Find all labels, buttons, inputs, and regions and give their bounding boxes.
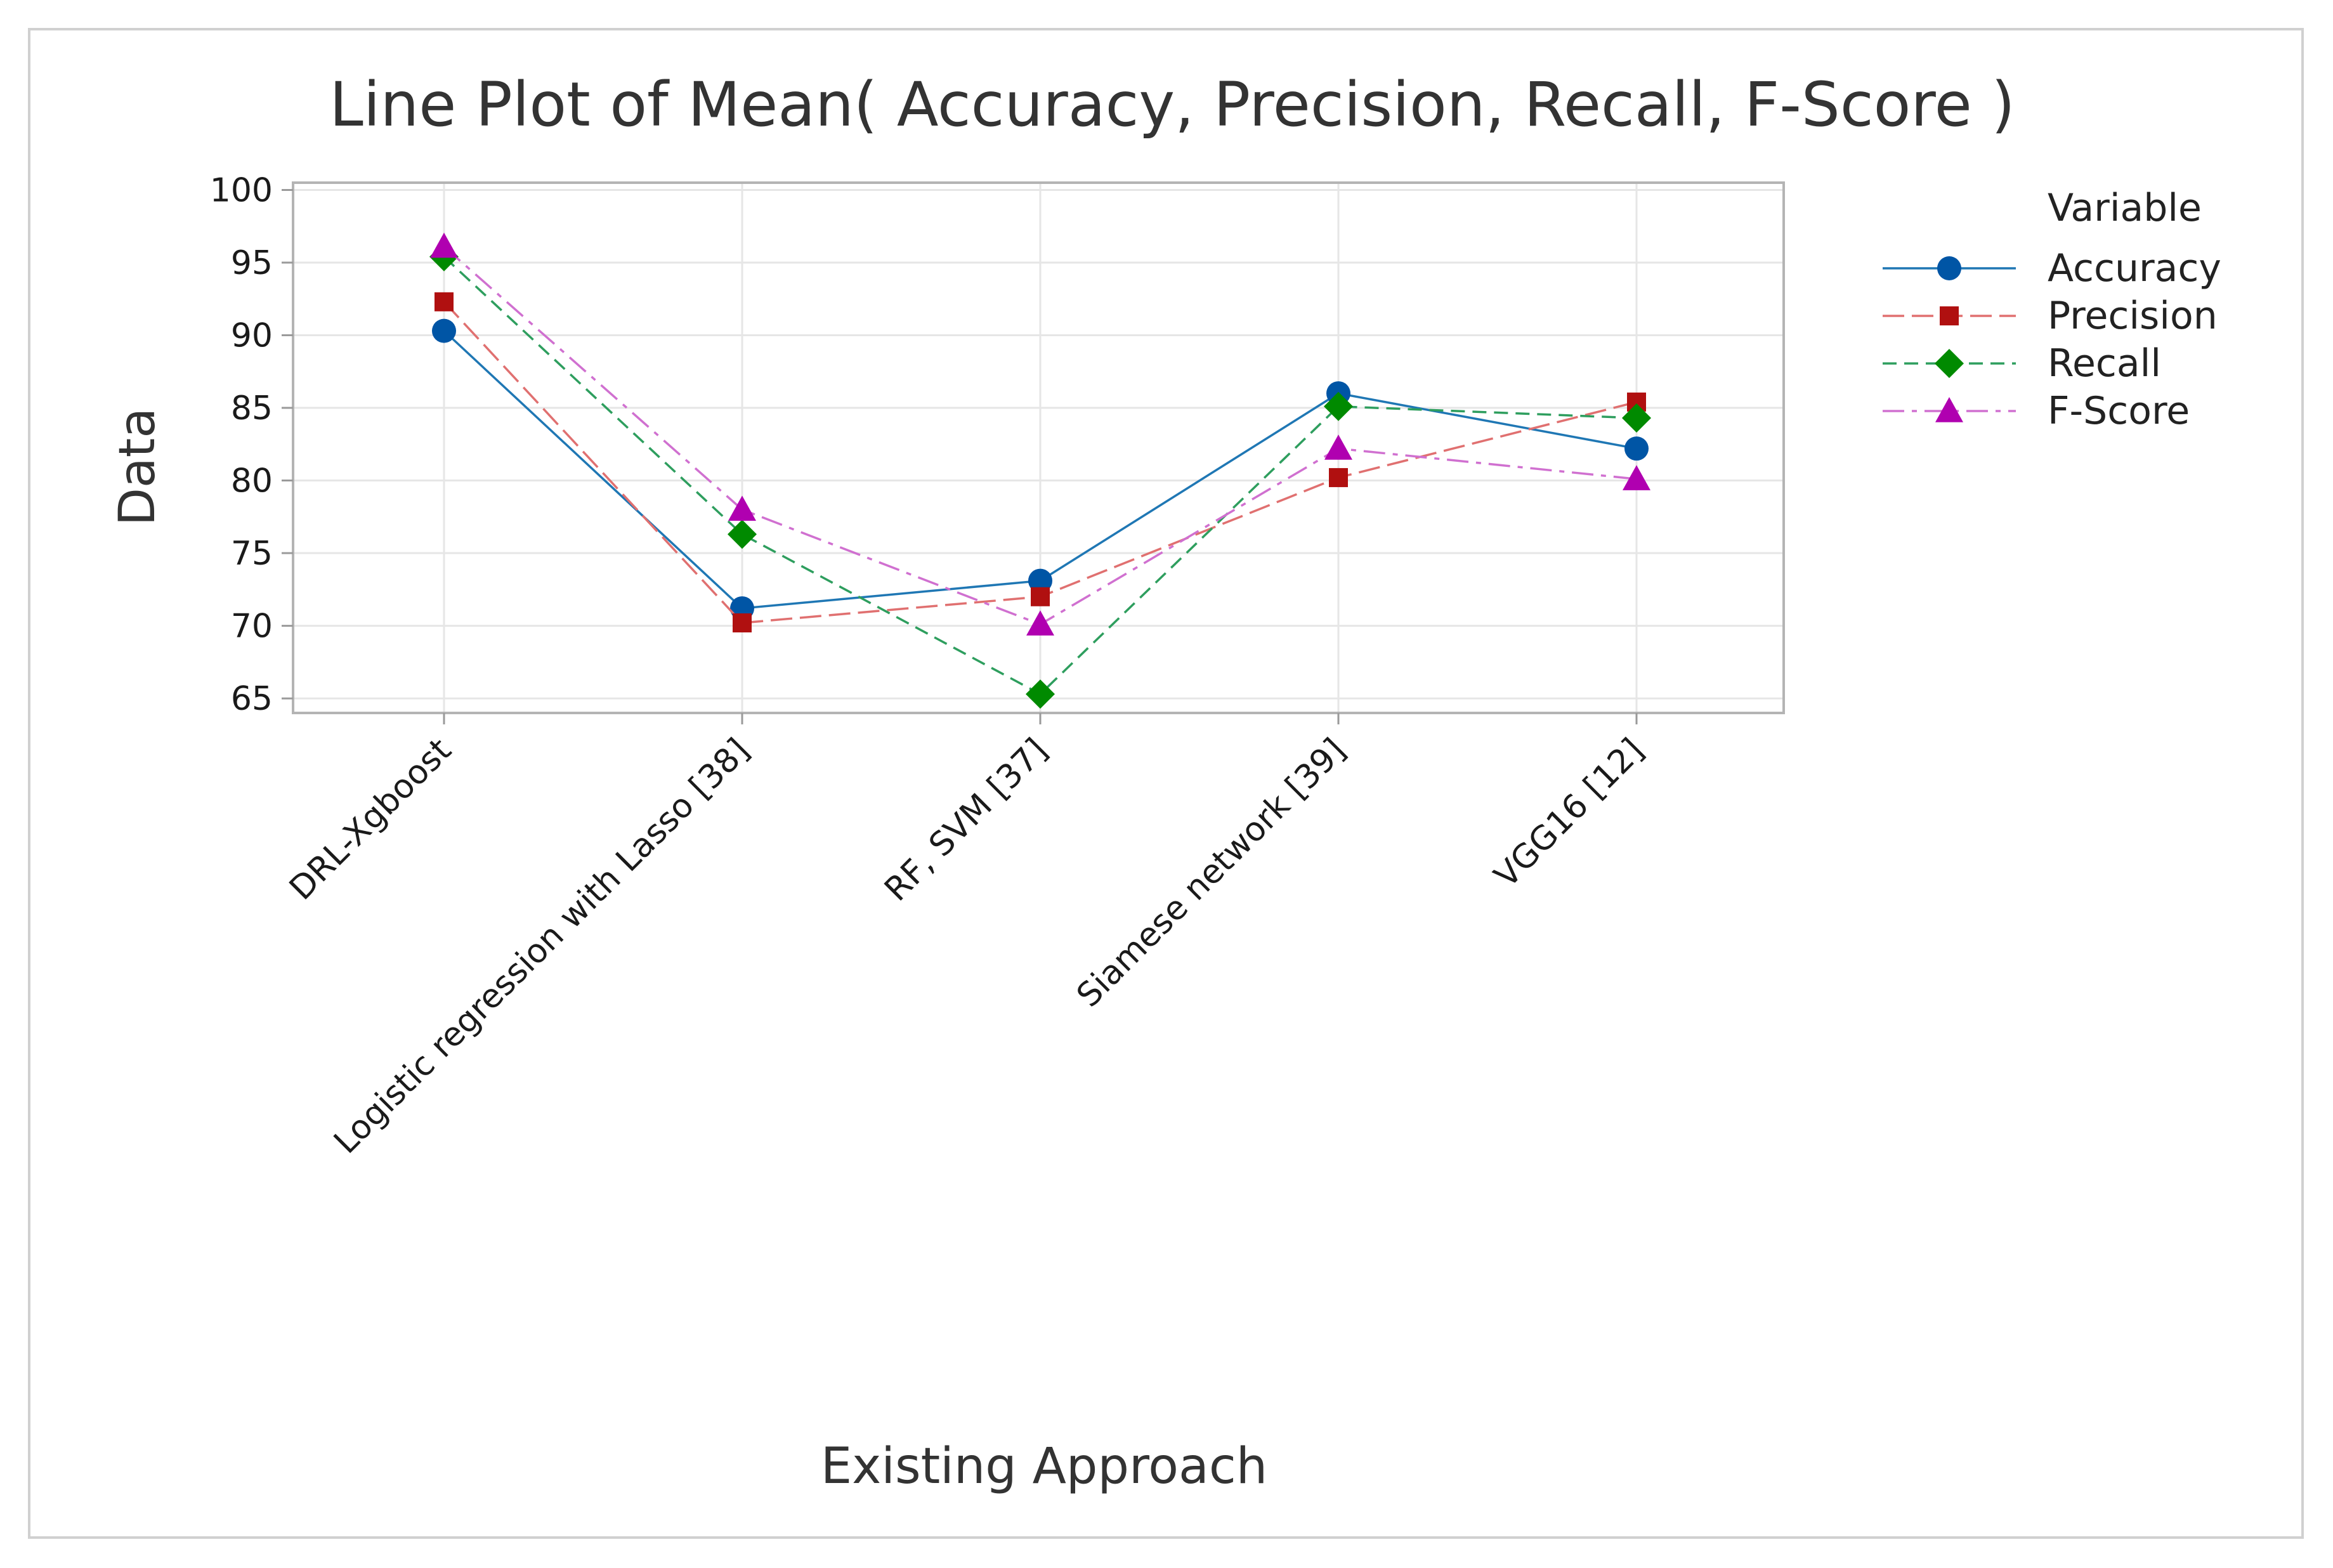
- data-point-recall: [728, 519, 757, 549]
- data-point-recall: [1324, 391, 1353, 421]
- plot-area: [292, 181, 1785, 714]
- y-tick-label: 100: [210, 171, 273, 209]
- legend-item-f-score: F-Score: [1883, 389, 2190, 433]
- y-axis-title: Data: [109, 408, 166, 526]
- chart-title: Line Plot of Mean( Accuracy, Precision, …: [329, 69, 2015, 140]
- x-tick-label: RF, SVM [37]: [877, 731, 1055, 909]
- data-point-precision: [1329, 467, 1348, 487]
- data-point-f-score: [1324, 434, 1352, 460]
- legend-item-accuracy: Accuracy: [1883, 246, 2221, 291]
- data-point-precision: [733, 613, 752, 632]
- legend-title: Variable: [2048, 186, 2202, 230]
- y-tick-label: 80: [231, 462, 273, 500]
- y-tick-label: 70: [231, 608, 273, 646]
- series-recall: [429, 242, 1651, 709]
- data-point-f-score: [430, 232, 458, 258]
- x-axis-title: Existing Approach: [821, 1438, 1267, 1495]
- legend-marker-precision: [1940, 306, 1959, 325]
- data-point-accuracy: [1028, 568, 1052, 593]
- data-point-recall: [1026, 679, 1055, 709]
- data-point-precision: [1031, 587, 1050, 606]
- legend-marker-accuracy: [1937, 256, 1961, 280]
- legend-label-recall: Recall: [2048, 341, 2161, 386]
- y-tick-label: 85: [231, 389, 273, 428]
- series-layer: [429, 232, 1651, 709]
- legend-label-f-score: F-Score: [2048, 389, 2190, 433]
- legend-label-precision: Precision: [2048, 294, 2218, 338]
- legend-marker-f-score: [1935, 397, 1963, 422]
- chart-frame: Line Plot of Mean( Accuracy, Precision, …: [28, 28, 2304, 1539]
- series-precision: [435, 292, 1646, 632]
- legend-marker-recall: [1935, 349, 1964, 378]
- series-f-score: [430, 232, 1650, 636]
- data-point-recall: [1622, 403, 1651, 433]
- x-tick-label: Siamese network [39]: [1069, 731, 1353, 1015]
- data-point-precision: [435, 292, 454, 311]
- data-point-f-score: [1623, 465, 1650, 490]
- data-point-accuracy: [1624, 436, 1649, 461]
- y-tick-label: 65: [231, 680, 273, 718]
- y-axis: 65 70 75 80 85 90 95 100: [210, 171, 293, 718]
- x-tick-label: DRL-Xgboost: [282, 731, 459, 908]
- y-tick-label: 90: [231, 317, 273, 355]
- y-tick-label: 95: [231, 244, 273, 282]
- legend-item-recall: Recall: [1883, 341, 2161, 386]
- data-point-f-score: [1026, 610, 1054, 636]
- legend-label-accuracy: Accuracy: [2048, 246, 2221, 291]
- data-point-f-score: [728, 495, 756, 521]
- data-point-accuracy: [432, 318, 456, 343]
- x-tick-label: VGG16 [12]: [1487, 731, 1652, 896]
- y-tick-label: 75: [231, 535, 273, 573]
- line-chart: Line Plot of Mean( Accuracy, Precision, …: [109, 69, 2221, 1495]
- legend-item-precision: Precision: [1883, 294, 2218, 338]
